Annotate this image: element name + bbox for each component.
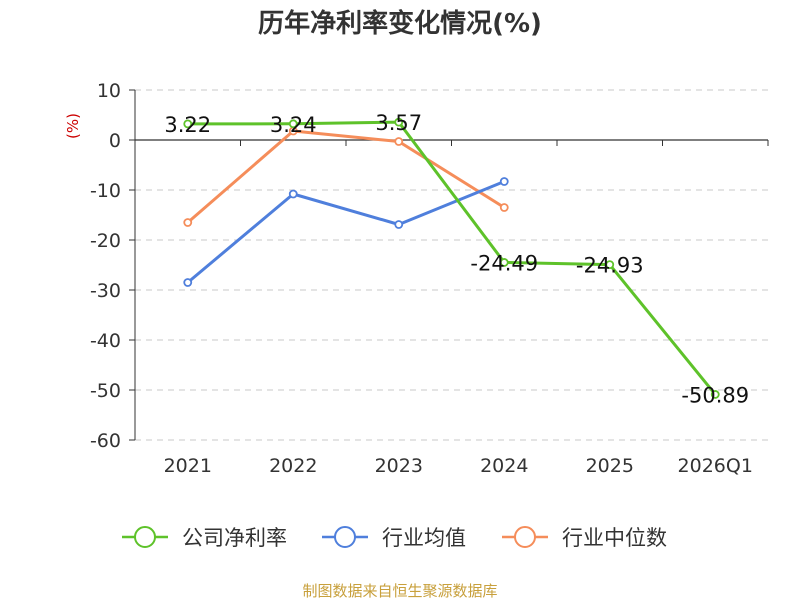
legend-marker bbox=[334, 526, 356, 548]
y-axis: 10 0 -10 -20 -30 -40 -50 -60 bbox=[90, 80, 136, 452]
data-label: -50.89 bbox=[681, 383, 749, 407]
x-axis: 2021 2022 2023 2024 2025 2026Q1 bbox=[134, 139, 769, 477]
data-point bbox=[499, 177, 509, 186]
data-point bbox=[183, 218, 193, 227]
y-tick-label: -60 bbox=[90, 430, 121, 452]
data-point bbox=[183, 278, 193, 287]
y-tick-label: 0 bbox=[109, 130, 121, 152]
data-point bbox=[394, 117, 404, 127]
data-point bbox=[288, 119, 298, 129]
data-label: 3.57 bbox=[375, 111, 422, 135]
data-point bbox=[288, 189, 298, 199]
legend-label: 行业中位数 bbox=[562, 526, 667, 550]
legend-label: 公司净利率 bbox=[182, 526, 287, 550]
x-tick-label: 2022 bbox=[269, 455, 317, 477]
data-point bbox=[499, 258, 509, 267]
data-label: -24.93 bbox=[576, 254, 644, 278]
series-line bbox=[186, 180, 505, 284]
chart-title: 历年净利率变化情况(%) bbox=[258, 8, 542, 39]
data-labels: 3.22 3.24 3.57 -24.49 -24.93 -50.89 bbox=[164, 111, 749, 407]
data-point bbox=[710, 390, 720, 399]
legend: 公司净利率 行业均值 行业中位数 bbox=[122, 526, 667, 550]
x-tick-label: 2026Q1 bbox=[678, 455, 753, 477]
y-tick-label: -50 bbox=[90, 380, 121, 402]
x-tick-label: 2023 bbox=[375, 455, 423, 477]
x-tick-label: 2021 bbox=[164, 455, 212, 477]
x-tick-label: 2025 bbox=[586, 455, 634, 477]
data-point bbox=[394, 137, 404, 146]
data-point bbox=[394, 220, 404, 229]
y-tick-label: -40 bbox=[90, 330, 121, 352]
data-label: 3.24 bbox=[270, 113, 317, 137]
series-lines bbox=[183, 117, 720, 399]
legend-marker bbox=[514, 526, 536, 548]
data-label: 3.22 bbox=[164, 113, 211, 137]
x-tick-label: 2024 bbox=[480, 455, 528, 477]
y-tick-label: -20 bbox=[90, 230, 121, 252]
data-label: -24.49 bbox=[470, 251, 538, 275]
y-tick-label: 10 bbox=[97, 80, 121, 102]
y-axis-unit: (%) bbox=[64, 113, 82, 139]
data-point bbox=[499, 203, 509, 212]
y-tick-label: -10 bbox=[90, 180, 121, 202]
source-note: 制图数据来自恒生聚源数据库 bbox=[302, 582, 497, 600]
series-line bbox=[187, 120, 717, 396]
legend-label: 行业均值 bbox=[382, 526, 466, 550]
series-line bbox=[186, 129, 506, 224]
data-point bbox=[605, 260, 615, 270]
data-point bbox=[183, 119, 193, 129]
y-tick-label: -30 bbox=[90, 280, 121, 302]
legend-marker bbox=[134, 526, 156, 548]
